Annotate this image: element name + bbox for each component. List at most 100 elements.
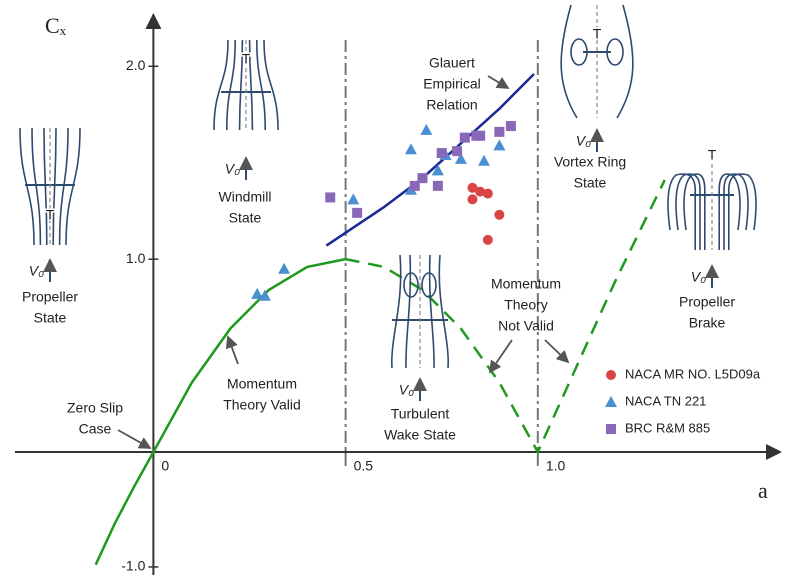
annotation: State [229, 210, 262, 226]
flow-icon: T V₀ [560, 4, 634, 152]
data-point [454, 152, 467, 164]
data-point [436, 148, 447, 159]
annotation: Turbulent [391, 406, 450, 422]
data-point [467, 194, 478, 205]
legend-label: NACA MR NO. L5D09a [625, 366, 761, 381]
y-axis-label: Cₓ [45, 13, 67, 38]
streamline [58, 127, 69, 246]
data-point [494, 209, 505, 220]
data-point [467, 182, 478, 193]
annotation: Vortex Ring [554, 154, 626, 170]
annotation: Empirical [423, 76, 481, 92]
data-point [482, 234, 493, 245]
streamline [65, 127, 81, 246]
annotation: Not Valid [498, 318, 554, 334]
annotation: Momentum [491, 276, 561, 292]
curve [325, 73, 535, 247]
data-point [420, 123, 433, 135]
data-point [325, 192, 336, 203]
pointer-arrow [117, 429, 152, 449]
data-point [251, 287, 264, 299]
streamline [31, 127, 42, 246]
streamline [405, 254, 412, 369]
annotation: Brake [689, 315, 726, 331]
velocity-label: V₀ [225, 161, 240, 177]
annotation: Zero Slip [67, 400, 123, 416]
pointer-arrow [487, 75, 510, 89]
velocity-label: V₀ [399, 382, 414, 398]
annotation: Wake State [384, 427, 456, 443]
annotation: Glauert [429, 55, 475, 71]
y-tick-label: -1.0 [121, 558, 145, 574]
streamline [263, 39, 279, 131]
legend-swatch [606, 370, 616, 380]
streamline [43, 127, 48, 246]
legend-label: NACA TN 221 [625, 393, 706, 408]
thrust-label: T [593, 26, 602, 42]
x-tick-label: 1.0 [546, 458, 566, 474]
y-tick-label: 1.0 [126, 250, 146, 266]
data-point [477, 154, 490, 166]
flow-icon: T V₀ [667, 145, 757, 288]
annotation: State [34, 310, 67, 326]
annotation: Momentum [227, 376, 297, 392]
velocity-label: V₀ [29, 263, 44, 279]
y-tick-label: 2.0 [126, 57, 146, 73]
data-point [475, 130, 486, 141]
pointer-arrow [488, 339, 513, 374]
x-tick-label: 0.5 [354, 458, 374, 474]
streamline [616, 4, 634, 119]
streamline [728, 173, 757, 250]
x-tick-label: 0 [161, 458, 169, 474]
streamline [723, 173, 749, 250]
streamline [52, 127, 57, 246]
streamline [248, 39, 254, 131]
annotation: Case [79, 421, 112, 437]
data-point [347, 193, 360, 205]
flow-icon: T V₀ [213, 39, 279, 180]
data-point [432, 180, 443, 191]
data-point [352, 207, 363, 218]
pointer-arrow [544, 339, 570, 364]
legend-swatch [605, 396, 617, 407]
x-axis-label: a [758, 478, 768, 503]
streamline [238, 39, 244, 131]
streamline [560, 4, 578, 119]
legend-swatch [606, 424, 616, 434]
streamline [428, 254, 435, 369]
data-point [409, 180, 420, 191]
velocity-label: V₀ [576, 133, 591, 149]
streamline [667, 173, 696, 250]
legend-entry: NACA MR NO. L5D09a [606, 366, 761, 381]
data-point [278, 262, 291, 274]
annotation: State [574, 175, 607, 191]
streamline [438, 254, 449, 369]
streamline [19, 127, 35, 246]
data-point [475, 186, 486, 197]
streamline [226, 39, 236, 131]
data-point [493, 139, 506, 151]
velocity-label: V₀ [691, 269, 706, 285]
annotation: Windmill [219, 189, 272, 205]
vortex [421, 272, 437, 298]
annotation: Propeller [22, 289, 78, 305]
streamline [675, 173, 701, 250]
legend-entry: BRC R&M 885 [606, 420, 710, 435]
legend-label: BRC R&M 885 [625, 420, 710, 435]
curve [94, 257, 346, 566]
data-point [505, 121, 516, 132]
pointer-arrow [225, 335, 239, 365]
data-point [431, 164, 444, 176]
data-point [417, 173, 428, 184]
data-point [404, 143, 417, 155]
data-point [459, 132, 470, 143]
annotation: Theory [504, 297, 548, 313]
streamline [213, 39, 229, 131]
flow-icon: T V₀ [19, 127, 81, 282]
thrust-label: T [708, 147, 717, 163]
vortex [403, 272, 419, 298]
streamline [391, 254, 402, 369]
legend-entry: NACA TN 221 [605, 393, 706, 408]
